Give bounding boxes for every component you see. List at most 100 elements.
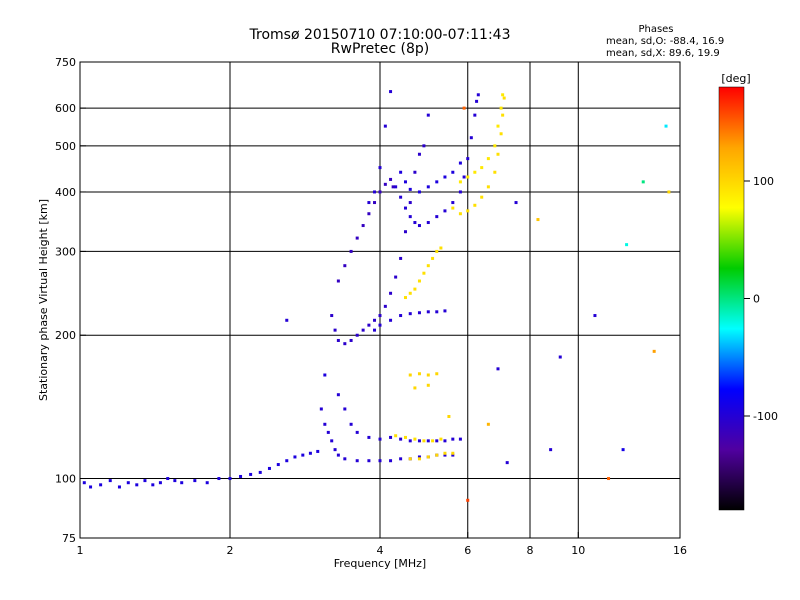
y-tick-label: 300	[55, 245, 76, 258]
trace-point	[330, 439, 334, 443]
x-tick-label: 1	[77, 544, 84, 557]
trace-point	[451, 453, 455, 457]
trace-point	[378, 323, 382, 327]
trace-point	[403, 435, 407, 439]
trace-point	[439, 246, 443, 250]
trace-point	[394, 275, 398, 279]
trace-point	[323, 422, 327, 426]
trace-point	[475, 99, 479, 103]
scatter-point	[621, 448, 625, 452]
colorbar: [deg] 100 0 -100	[718, 72, 778, 511]
grid-layer	[80, 62, 680, 538]
trace-point	[151, 483, 155, 487]
trace-point	[408, 215, 412, 219]
trace-point	[349, 338, 353, 342]
trace-point	[355, 459, 359, 463]
trace-point	[326, 430, 330, 434]
trace-point	[501, 93, 505, 97]
trace-point	[473, 113, 477, 117]
scatter-point	[486, 422, 490, 426]
trace-point	[373, 328, 377, 332]
trace-point	[435, 453, 439, 457]
trace-point	[389, 90, 393, 94]
trace-point	[361, 328, 365, 332]
x-tick-label: 16	[673, 544, 687, 557]
colorbar-tick-label: 100	[753, 175, 774, 188]
trace-point	[469, 136, 473, 140]
trace-point	[180, 481, 184, 485]
trace-point	[431, 439, 435, 443]
trace-point	[301, 453, 305, 457]
trace-point	[408, 291, 412, 295]
trace-point	[435, 215, 439, 219]
y-axis-label: Stationary phase Virtual Height [km]	[37, 199, 50, 401]
trace-point	[276, 463, 280, 467]
trace-point	[435, 180, 439, 184]
trace-point	[343, 457, 347, 461]
trace-point	[316, 449, 320, 453]
trace-point	[378, 314, 382, 318]
trace-point	[417, 311, 421, 315]
trace-point	[496, 124, 500, 128]
trace-point	[413, 437, 417, 441]
trace-point	[367, 323, 371, 327]
trace-point	[413, 170, 417, 174]
trace-point	[355, 236, 359, 240]
trace-point	[373, 318, 377, 322]
trace-point	[343, 342, 347, 346]
trace-point	[399, 457, 403, 461]
chart-subtitle: RwPretec (8p)	[331, 41, 429, 57]
trace-point	[426, 264, 430, 268]
scatter-point	[536, 218, 540, 222]
trace-point	[343, 264, 347, 268]
trace-point	[451, 206, 455, 210]
trace-point	[399, 256, 403, 260]
trace-point	[173, 479, 177, 483]
trace-point	[462, 175, 466, 179]
y-tick-label: 75	[62, 532, 76, 545]
x-tick-label: 8	[527, 544, 534, 557]
trace-point	[249, 472, 253, 476]
trace-point	[258, 470, 262, 474]
stats-heading: Phases	[638, 24, 673, 35]
trace-point	[466, 157, 470, 161]
trace-point	[426, 373, 430, 377]
trace-point	[496, 152, 500, 156]
trace-point	[451, 437, 455, 441]
trace-point	[333, 448, 337, 452]
scatter-point	[447, 414, 451, 418]
trace-point	[89, 485, 93, 489]
trace-point	[389, 291, 393, 295]
colorbar-label: [deg]	[721, 72, 750, 85]
scatter-point	[514, 201, 518, 205]
trace-point	[417, 279, 421, 283]
trace-point	[293, 455, 297, 459]
trace-point	[403, 180, 407, 184]
trace-point	[367, 459, 371, 463]
trace-point	[355, 333, 359, 337]
trace-point	[435, 249, 439, 253]
trace-point	[383, 124, 387, 128]
scatter-point	[558, 355, 562, 359]
trace-point	[367, 435, 371, 439]
trace-point	[443, 451, 447, 455]
trace-point	[493, 144, 497, 148]
trace-point	[117, 485, 121, 489]
trace-point	[399, 437, 403, 441]
trace-point	[480, 166, 484, 170]
trace-point	[285, 459, 289, 463]
scatter-point	[593, 314, 597, 318]
chart-title: Tromsø 20150710 07:10:00-07:11:43	[249, 27, 511, 43]
trace-point	[499, 132, 503, 136]
trace-point	[378, 437, 382, 441]
trace-point	[422, 271, 426, 275]
point-layer	[82, 90, 671, 502]
y-tick-label: 600	[55, 102, 76, 115]
trace-point	[473, 170, 477, 174]
trace-point	[486, 185, 490, 189]
trace-point	[408, 312, 412, 316]
trace-point	[343, 407, 347, 411]
y-tick-label: 200	[55, 329, 76, 342]
trace-point	[394, 434, 398, 438]
scatter-point	[549, 448, 553, 452]
